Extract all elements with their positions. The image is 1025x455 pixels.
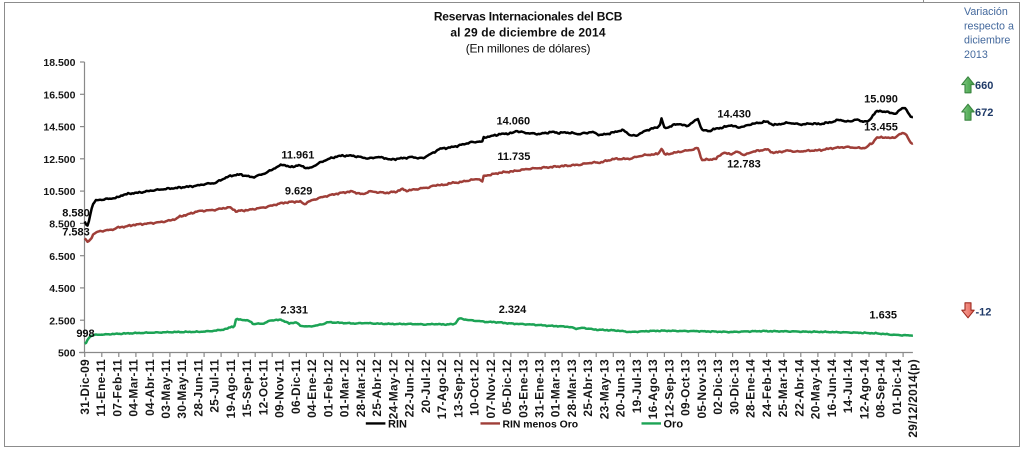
svg-text:12.783: 12.783 <box>727 159 761 171</box>
svg-text:03-May-11: 03-May-11 <box>159 359 173 419</box>
svg-text:07-Nov-12: 07-Nov-12 <box>484 359 498 419</box>
svg-text:01-Dic-14: 01-Dic-14 <box>890 359 904 415</box>
svg-text:20-Jun-13: 20-Jun-13 <box>614 359 628 417</box>
svg-text:6.500: 6.500 <box>49 251 75 263</box>
svg-text:2013: 2013 <box>964 49 988 61</box>
svg-text:05-Dic-12: 05-Dic-12 <box>500 359 514 415</box>
svg-text:998: 998 <box>76 328 94 340</box>
svg-text:02-Dic-13: 02-Dic-13 <box>711 359 725 415</box>
svg-text:20-May-14: 20-May-14 <box>809 359 823 419</box>
svg-text:22-Abr-14: 22-Abr-14 <box>792 359 806 417</box>
svg-text:RIN menos Oro: RIN menos Oro <box>503 419 579 430</box>
svg-text:15-Sep-11: 15-Sep-11 <box>240 359 254 417</box>
svg-text:08-Sep-14: 08-Sep-14 <box>874 359 888 418</box>
svg-text:Oro: Oro <box>664 418 684 430</box>
svg-text:01-Mar-13: 01-Mar-13 <box>549 359 563 417</box>
svg-text:25-Jul-11: 25-Jul-11 <box>208 359 222 413</box>
svg-text:500: 500 <box>58 348 76 360</box>
svg-text:07-Feb-11: 07-Feb-11 <box>110 359 124 417</box>
svg-text:28-Ene-14: 28-Ene-14 <box>744 359 758 418</box>
svg-text:Variación: Variación <box>964 6 1008 18</box>
svg-text:13.455: 13.455 <box>864 122 898 134</box>
svg-text:12-Oct-11: 12-Oct-11 <box>256 359 270 415</box>
svg-text:17-Ago-12: 17-Ago-12 <box>435 359 449 419</box>
svg-text:20-Jul-12: 20-Jul-12 <box>419 359 433 413</box>
svg-text:30-Dic-13: 30-Dic-13 <box>727 359 741 415</box>
svg-text:Reservas Internacionales del B: Reservas Internacionales del BCB <box>434 10 623 24</box>
svg-text:18.500: 18.500 <box>43 57 75 69</box>
svg-text:14.430: 14.430 <box>717 108 751 120</box>
svg-text:4.500: 4.500 <box>49 283 75 295</box>
svg-text:28-Mar-12: 28-Mar-12 <box>354 359 368 417</box>
svg-text:13-Sep-12: 13-Sep-12 <box>451 359 465 418</box>
svg-text:01-Feb-12: 01-Feb-12 <box>321 359 335 417</box>
svg-text:06-Dic-11: 06-Dic-11 <box>289 359 303 414</box>
svg-text:9.629: 9.629 <box>285 185 313 197</box>
svg-text:05-Nov-13: 05-Nov-13 <box>695 359 709 419</box>
svg-text:01-Mar-12: 01-Mar-12 <box>338 359 352 417</box>
svg-text:1.635: 1.635 <box>869 309 897 321</box>
svg-text:14-Jul-14: 14-Jul-14 <box>841 359 855 413</box>
svg-text:2.324: 2.324 <box>499 304 527 316</box>
svg-text:8.580: 8.580 <box>62 207 90 219</box>
svg-text:19-Jul-13: 19-Jul-13 <box>630 359 644 413</box>
svg-text:25-Mar-14: 25-Mar-14 <box>776 359 790 417</box>
svg-text:al 29 de diciembre de 2014: al 29 de diciembre de 2014 <box>450 26 605 40</box>
svg-text:19-Ago-11: 19-Ago-11 <box>224 359 238 419</box>
svg-text:660: 660 <box>975 80 993 92</box>
svg-text:11.735: 11.735 <box>497 151 530 163</box>
svg-text:-12: -12 <box>976 307 992 319</box>
svg-text:25-Abr-12: 25-Abr-12 <box>370 359 384 417</box>
svg-text:25-Abr-13: 25-Abr-13 <box>581 359 595 417</box>
svg-text:28-Jun-11: 28-Jun-11 <box>192 359 206 417</box>
svg-text:2.331: 2.331 <box>280 305 308 317</box>
svg-text:23-May-13: 23-May-13 <box>598 359 612 419</box>
svg-text:RIN: RIN <box>388 418 407 430</box>
svg-text:16-Jun-14: 16-Jun-14 <box>825 359 839 417</box>
svg-text:10-Oct-12: 10-Oct-12 <box>468 359 482 416</box>
svg-text:31-Dic-09: 31-Dic-09 <box>78 359 92 415</box>
svg-text:04-Ene-12: 04-Ene-12 <box>305 359 319 418</box>
svg-text:14.500: 14.500 <box>43 122 75 134</box>
svg-text:30-May-11: 30-May-11 <box>175 359 189 419</box>
svg-text:16.500: 16.500 <box>43 89 75 101</box>
svg-text:03-Ene-13: 03-Ene-13 <box>516 359 530 418</box>
svg-text:respecto a: respecto a <box>964 20 1014 32</box>
svg-text:28-Mar-13: 28-Mar-13 <box>565 359 579 417</box>
svg-text:2.500: 2.500 <box>49 315 75 327</box>
svg-text:14.060: 14.060 <box>496 115 530 127</box>
svg-text:8.500: 8.500 <box>49 219 75 231</box>
svg-text:29/12/2014(p): 29/12/2014(p) <box>906 359 920 438</box>
svg-text:(En millones de dólares): (En millones de dólares) <box>466 42 591 56</box>
svg-text:31-Ene-13: 31-Ene-13 <box>533 359 547 418</box>
svg-text:09-Nov-11: 09-Nov-11 <box>273 359 287 418</box>
svg-text:diciembre: diciembre <box>964 35 1010 47</box>
svg-text:10.500: 10.500 <box>43 186 75 198</box>
svg-text:04-Mar-11: 04-Mar-11 <box>127 359 141 417</box>
svg-text:12-Sep-13: 12-Sep-13 <box>662 359 676 418</box>
svg-text:672: 672 <box>975 107 993 119</box>
svg-text:16-Ago-13: 16-Ago-13 <box>646 359 660 419</box>
svg-text:24-Feb-14: 24-Feb-14 <box>760 359 774 417</box>
svg-text:12.500: 12.500 <box>43 154 75 166</box>
svg-text:22-Jun-12: 22-Jun-12 <box>403 359 417 417</box>
svg-text:11.961: 11.961 <box>281 149 314 161</box>
svg-text:12-Ago-14: 12-Ago-14 <box>857 359 871 419</box>
svg-text:24-May-12: 24-May-12 <box>386 359 400 419</box>
svg-text:15.090: 15.090 <box>864 94 898 106</box>
svg-text:04-Abr-11: 04-Abr-11 <box>143 359 157 416</box>
svg-text:7.583: 7.583 <box>62 226 90 238</box>
svg-text:09-Oct-13: 09-Oct-13 <box>679 359 693 416</box>
svg-text:11-Ene-11: 11-Ene-11 <box>94 359 108 417</box>
